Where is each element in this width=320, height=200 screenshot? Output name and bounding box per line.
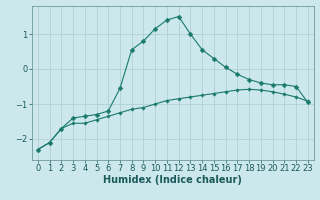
- X-axis label: Humidex (Indice chaleur): Humidex (Indice chaleur): [103, 175, 242, 185]
